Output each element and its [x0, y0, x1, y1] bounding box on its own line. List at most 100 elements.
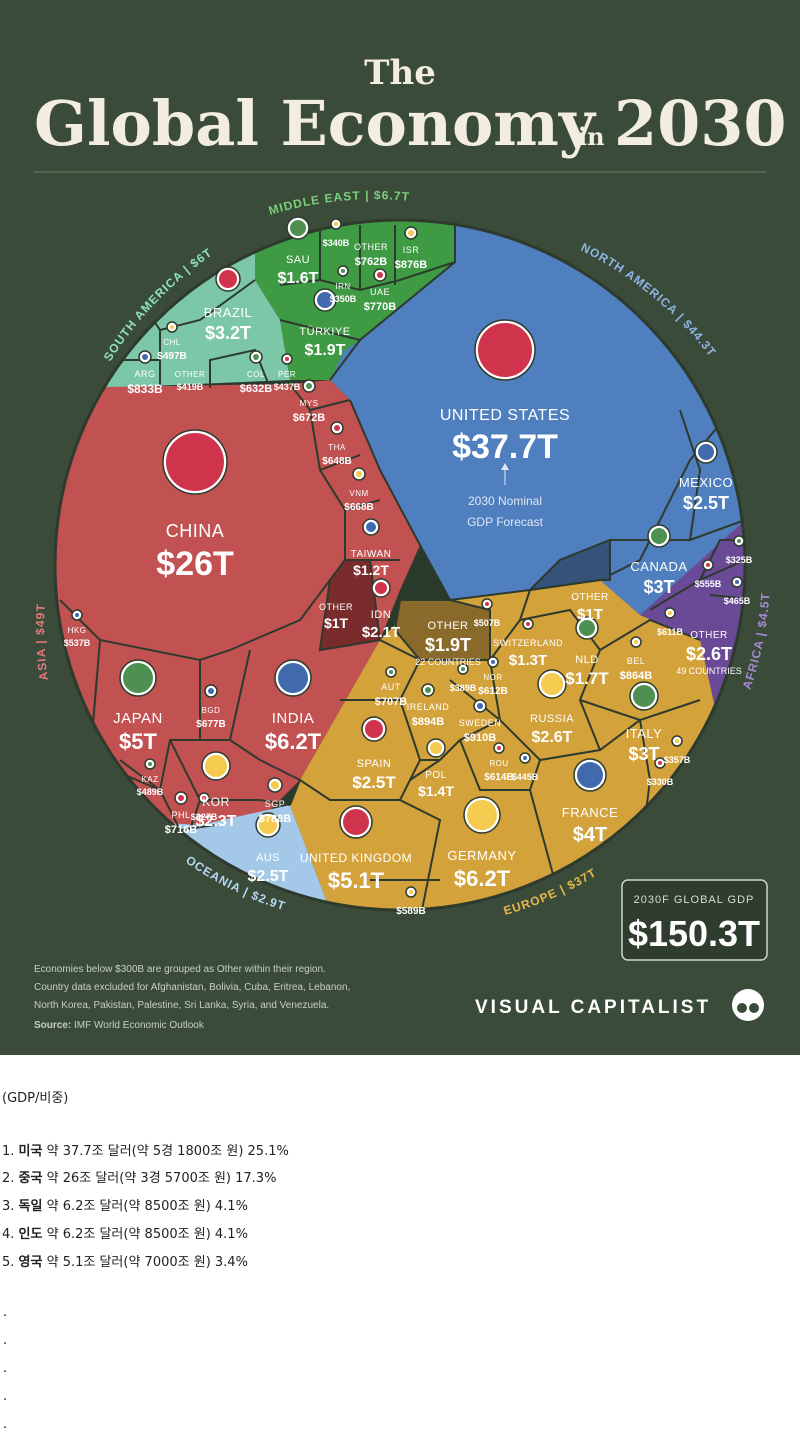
- footer-note-line1: Economies below $300B are grouped as Oth…: [34, 964, 326, 975]
- title-main: Global Economy: [34, 87, 597, 160]
- flag-fill: [541, 673, 563, 695]
- country-name: KAZ: [141, 775, 158, 784]
- dot-separator: .: [3, 1333, 8, 1348]
- total-label: 2030F GLOBAL GDP: [634, 894, 755, 906]
- flag-fill: [658, 761, 662, 765]
- flag-fill: [389, 670, 393, 674]
- country-value: $437B: [274, 382, 301, 392]
- arrow-note-line2: GDP Forecast: [467, 515, 543, 529]
- rank-item: 3. 독일 약 6.2조 달러(약 8500조 원) 4.1%: [2, 1199, 248, 1214]
- country-value: $1.9T: [425, 635, 471, 655]
- country-name: IRELAND: [407, 702, 450, 712]
- country-name: ROU: [489, 759, 508, 768]
- flag-fill: [668, 611, 672, 615]
- country-value: $1.7T: [565, 669, 609, 688]
- rank-item: 4. 인도 약 6.2조 달러(약 8500조 원) 4.1%: [2, 1227, 248, 1242]
- flag-fill: [698, 444, 714, 460]
- country-value: $465B: [724, 596, 751, 606]
- flag-fill: [425, 687, 431, 693]
- flag-fill: [356, 471, 362, 477]
- region-asia: [55, 380, 420, 825]
- flag-fill: [285, 357, 289, 361]
- flag-fill: [142, 354, 148, 360]
- country-name: ARG: [134, 369, 155, 379]
- flag-fill: [205, 755, 227, 777]
- flag-fill: [253, 354, 259, 360]
- country-value: $1T: [577, 606, 603, 623]
- country-value: $6.2T: [265, 729, 322, 754]
- country-note: 49 COUNTRIES: [676, 666, 742, 676]
- flag-fill: [148, 762, 152, 766]
- post-text: (GDP/비중) 1. 미국 약 37.7조 달러(약 5경 1800조 원) …: [0, 1055, 800, 1440]
- country-name: OTHER: [354, 242, 388, 252]
- country-value: $864B: [620, 670, 652, 682]
- country-value: $1.3T: [509, 652, 547, 669]
- country-name: JAPAN: [113, 710, 163, 727]
- country-name: OTHER: [571, 592, 609, 603]
- country-value: $632B: [240, 383, 272, 395]
- country-value: $325B: [726, 555, 753, 565]
- flag-fill: [123, 663, 153, 693]
- dot-separator: .: [3, 1305, 8, 1320]
- country-value: $1.4T: [418, 783, 454, 799]
- country-value: $876B: [395, 259, 427, 271]
- country-value: $762B: [355, 256, 387, 268]
- country-value: $770B: [364, 301, 396, 313]
- country-name: POL: [425, 770, 447, 781]
- flag-fill: [306, 383, 312, 389]
- cell-asia-other: [318, 559, 382, 652]
- country-value: $2.3T: [196, 813, 237, 830]
- country-name: BRAZIL: [204, 305, 253, 320]
- country-value: $648B: [322, 456, 351, 467]
- flag-fill: [577, 762, 603, 788]
- country-value: $555B: [695, 579, 722, 589]
- country-name: ISR: [403, 245, 420, 255]
- country-value: $350B: [330, 294, 357, 304]
- flag-fill: [430, 742, 442, 754]
- country-name: THA: [328, 443, 346, 452]
- flag-fill: [523, 756, 527, 760]
- country-name: BGD: [202, 706, 221, 715]
- country-name: IDN: [371, 609, 391, 621]
- country-name: CHL: [163, 338, 181, 347]
- country-name: PHL: [171, 810, 190, 820]
- country-value: $1.9T: [305, 342, 346, 359]
- country-name: MEXICO: [679, 475, 733, 490]
- flag-fill: [278, 663, 308, 693]
- flag-fill: [178, 795, 184, 801]
- country-name: SWEDEN: [459, 718, 502, 728]
- country-name: CHINA: [166, 521, 225, 541]
- rank-item: 2. 중국 약 26조 달러(약 3경 5700조 원) 17.3%: [2, 1171, 277, 1186]
- country-value: $537B: [64, 638, 91, 648]
- country-value: $389B: [450, 683, 477, 693]
- country-value: $1.6T: [278, 270, 319, 287]
- flag-fill: [491, 660, 495, 664]
- flag-fill: [409, 890, 413, 894]
- flag-fill: [467, 800, 497, 830]
- country-value: $330B: [647, 777, 674, 787]
- flag-fill: [365, 720, 383, 738]
- country-value: $2.5T: [248, 868, 289, 885]
- country-value: $589B: [396, 906, 425, 917]
- country-value: $5.1T: [328, 868, 385, 893]
- country-value: $833B: [127, 382, 163, 396]
- country-name: SWITZERLAND: [493, 638, 563, 648]
- arrow-note-line1: 2030 Nominal: [468, 494, 542, 508]
- country-value: $612B: [478, 686, 507, 697]
- total-value: $150.3T: [628, 913, 760, 954]
- flag-fill: [579, 620, 595, 636]
- country-name: COL: [247, 370, 265, 379]
- flag-fill: [259, 816, 277, 834]
- flag-fill: [461, 667, 465, 671]
- country-value: $2.6T: [686, 644, 732, 664]
- country-name: CANADA: [630, 559, 687, 574]
- brand-name: VISUAL CAPITALIST: [475, 997, 711, 1018]
- country-name: RUSSIA: [530, 713, 574, 725]
- flag-fill: [334, 222, 338, 226]
- country-value: $788B: [259, 813, 291, 825]
- flag-fill: [485, 602, 489, 606]
- flag-fill: [334, 425, 340, 431]
- flag-fill: [633, 685, 655, 707]
- flag-fill: [202, 796, 206, 800]
- flag-fill: [651, 528, 667, 544]
